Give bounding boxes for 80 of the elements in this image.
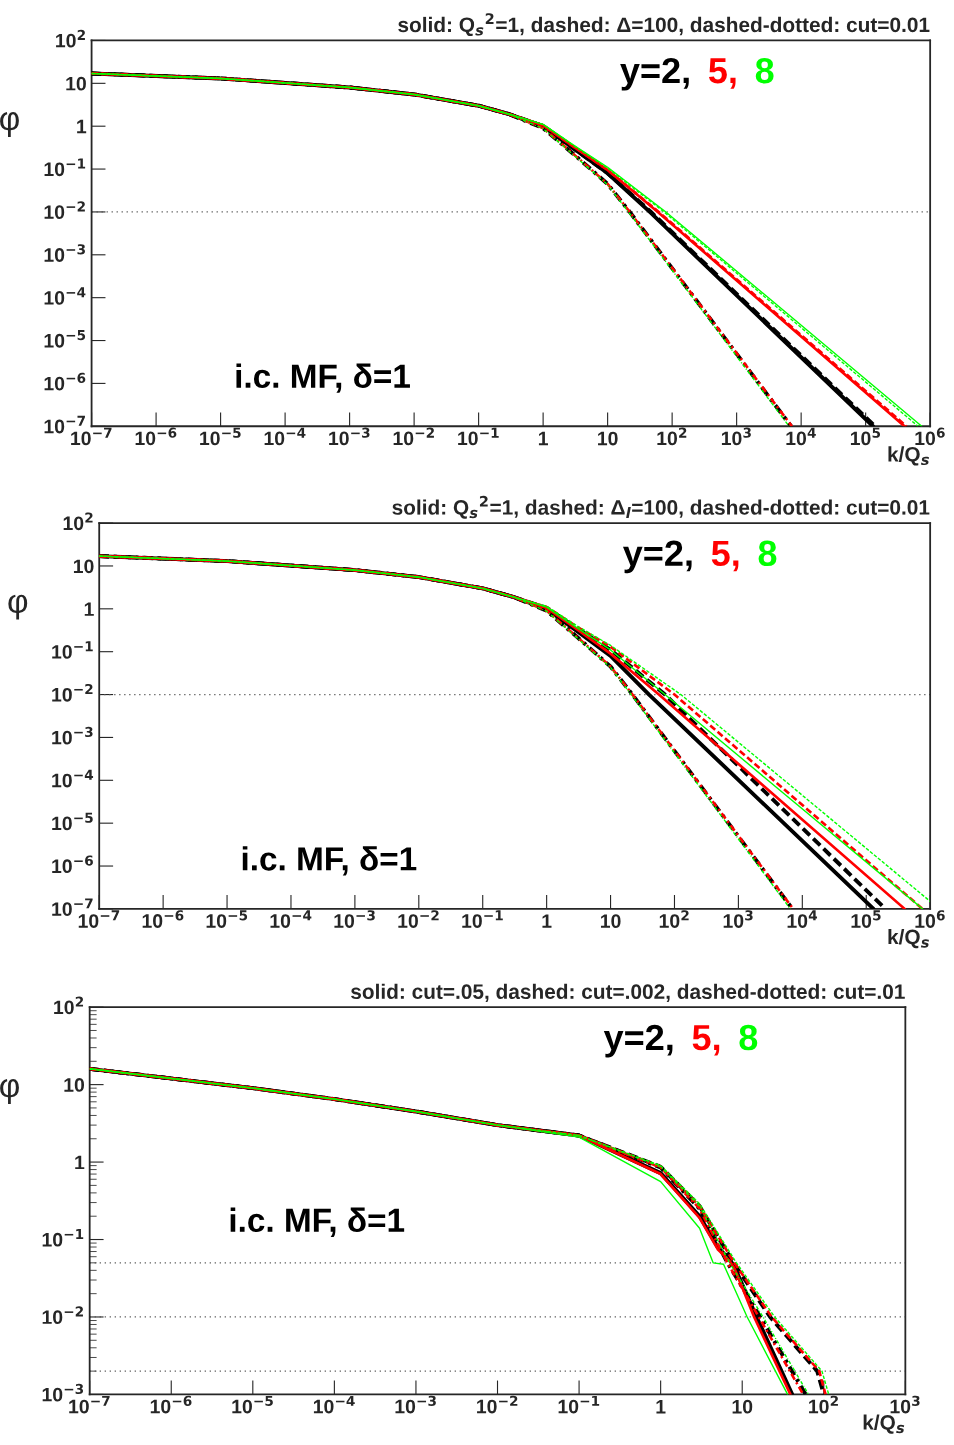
x-tick-label: 10$^{5}$ (851, 910, 881, 928)
annotation: 8 (758, 540, 777, 567)
x-tick-label: 10$^{6}$ (915, 427, 945, 446)
x-tick-label: 1 (542, 914, 552, 928)
x-tick-label: 1 (656, 1400, 666, 1414)
y-tick-label: 10$^{−2}$ (44, 201, 85, 220)
x-tick-label: 10$^{−3}$ (395, 1395, 436, 1414)
y-tick-label: 10$^{−1}$ (52, 641, 93, 659)
x-tick-label: 10$^{2}$ (657, 427, 687, 446)
y-tick-label: 10$^{2}$ (54, 996, 84, 1015)
x-tick-label: 10$^{−1}$ (462, 910, 503, 928)
y-tick-label: 10$^{−1}$ (42, 1229, 84, 1247)
x-tick-label: 10 (600, 914, 621, 929)
x-axis-title: k/Q$_{s}$ (863, 1414, 905, 1434)
y-tick-label: 10$^{2}$ (56, 29, 85, 48)
y-tick-label: 1 (84, 602, 94, 616)
annotation: y=2, (603, 1024, 673, 1058)
x-tick-label: 10$^{−4}$ (264, 427, 306, 446)
x-tick-label: 1 (538, 431, 548, 446)
x-tick-label: 10$^{3}$ (721, 427, 751, 446)
y-tick-label: 10$^{−4}$ (44, 287, 86, 305)
y-tick-label: 10 (73, 559, 94, 574)
x-tick-label: 10$^{2}$ (809, 1395, 838, 1414)
x-tick-label: 10$^{−6}$ (135, 427, 177, 446)
x-tick-label: 10 (732, 1399, 753, 1414)
y-tick-label: 10$^{−3}$ (44, 244, 85, 262)
x-tick-label: 10$^{−2}$ (393, 427, 434, 446)
chart-title: solid: Q$_{s}$$^{2}$=1, dashed: Δ$_{l}$=100, dashed-dotted: cut=0.01 (392, 495, 930, 519)
x-tick-label: 10$^{−5}$ (200, 427, 241, 446)
y-tick-label: 10 (66, 76, 86, 91)
annotation: 8 (739, 1024, 758, 1051)
annotation: i.c. MF, δ=1 (236, 363, 410, 393)
y-axis-title: φ (0, 112, 19, 137)
x-tick-label: 10$^{−1}$ (558, 1395, 600, 1414)
y-tick-label: 10$^{−2}$ (42, 1306, 83, 1325)
x-tick-label: 10$^{−4}$ (313, 1395, 355, 1414)
x-tick-label: 10$^{3}$ (723, 910, 753, 928)
y-tick-label: 10$^{2}$ (63, 512, 93, 531)
y-tick-label: 10$^{−5}$ (44, 330, 86, 348)
x-tick-label: 10$^{−5}$ (206, 910, 248, 928)
y-tick-label: 1 (75, 1155, 85, 1170)
y-tick-label: 1 (77, 119, 87, 134)
annotation: i.c. MF, δ=1 (230, 1207, 405, 1237)
x-axis-title: k/Q$_{s}$ (888, 929, 929, 949)
x-axis-title: k/Q$_{s}$ (888, 446, 929, 466)
annotation: 8 (755, 57, 774, 84)
y-tick-label: 10$^{−2}$ (52, 683, 93, 702)
x-tick-label: 10$^{4}$ (786, 427, 816, 446)
y-tick-label: 10$^{−5}$ (52, 812, 93, 831)
x-tick-label: 10$^{4}$ (787, 910, 818, 928)
annotation: y=2, (622, 540, 692, 574)
x-tick-label: 10$^{−6}$ (150, 1395, 192, 1414)
y-axis-title: φ (8, 594, 28, 620)
chart-title: solid: Q$_{s}$$^{2}$=1, dashed: Δ=100, dashed-dotted: cut=0.01 (398, 13, 930, 37)
x-tick-label: 10$^{2}$ (659, 910, 689, 928)
y-axis-title: φ (0, 1079, 19, 1104)
x-tick-label: 10$^{−2}$ (398, 910, 439, 928)
y-tick-label: 10$^{−1}$ (44, 158, 86, 177)
x-tick-label: 10$^{3}$ (890, 1395, 920, 1414)
y-tick-label: 10$^{−3}$ (52, 726, 93, 745)
annotation: 5, (692, 1025, 720, 1056)
y-tick-label: 10$^{−4}$ (52, 769, 94, 788)
x-tick-label: 10$^{−4}$ (270, 910, 312, 928)
annotation: y=2, (620, 57, 689, 91)
annotation: 5, (711, 540, 739, 572)
y-tick-label: 10$^{−6}$ (52, 855, 93, 874)
x-tick-label: 10$^{5}$ (850, 427, 881, 446)
x-tick-label: 10$^{−3}$ (334, 910, 375, 928)
x-tick-label: 10$^{−6}$ (142, 910, 184, 928)
x-tick-label: 10 (598, 431, 618, 446)
y-tick-label: 10$^{−6}$ (44, 372, 86, 391)
x-tick-label: 10$^{−2}$ (477, 1395, 518, 1414)
x-tick-label: 10$^{−1}$ (458, 427, 499, 446)
x-tick-label: 10$^{−5}$ (232, 1395, 273, 1414)
annotation: 5, (708, 58, 736, 89)
chart-title: solid: cut=.05, dashed: cut=.002, dashed-dotted: cut=.01 (351, 983, 905, 1003)
x-tick-label: 10$^{−3}$ (329, 427, 370, 446)
y-tick-label: 10 (64, 1078, 85, 1092)
annotation: i.c. MF, δ=1 (242, 846, 417, 876)
x-tick-label: 10$^{6}$ (915, 910, 945, 928)
